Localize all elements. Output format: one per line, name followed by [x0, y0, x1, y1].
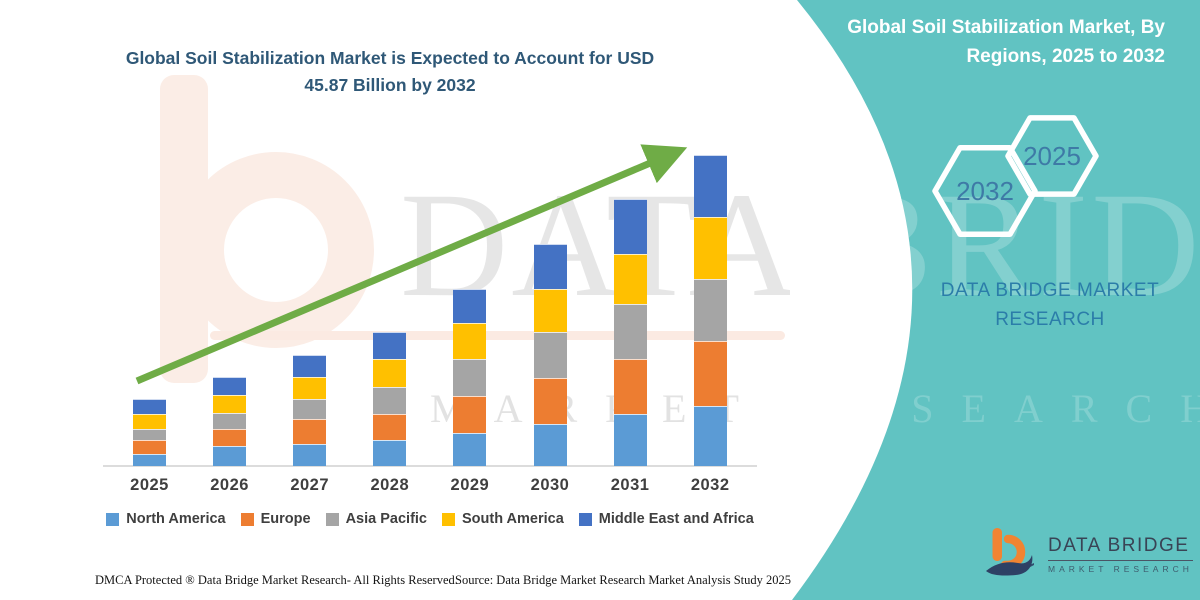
x-axis-label: 2028 — [370, 476, 410, 494]
stacked-bar-2031 — [613, 199, 647, 466]
x-axis-label: 2025 — [130, 476, 169, 494]
logo-tagline: MARKET RESEARCH — [1048, 563, 1193, 574]
stacked-bar-2032 — [693, 155, 727, 466]
bar-segment — [533, 289, 567, 332]
hexagon-2025 — [1005, 115, 1099, 197]
x-axis-line — [103, 465, 757, 467]
side-panel-title-line1: Global Soil Stabilization Market, By — [847, 17, 1165, 38]
hexagon-2025-label: 2025 — [1023, 141, 1081, 171]
legend-item: Middle East and Africa — [578, 511, 754, 527]
watermark-b-logo-stem — [160, 75, 208, 383]
x-axis-label: 2026 — [210, 476, 249, 494]
bar-segment — [373, 358, 407, 387]
legend-label: Europe — [260, 511, 311, 527]
bar-segment — [133, 413, 166, 429]
side-panel-title: Global Soil Stabilization Market, By Reg… — [835, 14, 1165, 71]
bar-segment — [613, 359, 647, 415]
bar-segment — [453, 396, 487, 433]
bar-segment — [453, 432, 487, 466]
bar-segment — [373, 386, 407, 414]
panel-curve-shape — [740, 0, 913, 600]
chart-title-line2: 45.87 Billion by 2032 — [304, 75, 476, 96]
bar-segment — [293, 398, 327, 419]
legend-swatch — [240, 512, 254, 526]
bar-segment — [453, 322, 487, 360]
bar-segment — [693, 155, 727, 217]
databridge-logo-mark — [986, 528, 1034, 576]
stacked-bar-2025 — [133, 398, 166, 466]
chart-legend: North America Europe Asia Pacific South Ame… — [95, 511, 765, 527]
footer-dmca-text: DMCA Protected ® Data Bridge Market Rese… — [95, 573, 458, 587]
bar-segment — [613, 199, 647, 255]
bar-segment — [373, 440, 407, 466]
watermark-b-logo-bowl — [178, 152, 374, 348]
legend-swatch — [106, 512, 120, 526]
bar-segment — [133, 440, 166, 454]
bar-segment — [213, 446, 247, 466]
bar-segment — [293, 377, 327, 399]
footer-source-text: Source: Data Bridge Market Research Mark… — [455, 573, 792, 587]
bar-segment — [133, 428, 166, 441]
bar-segment — [213, 428, 247, 446]
bar-segment — [373, 413, 407, 441]
x-axis-label: 2029 — [450, 476, 490, 494]
bar-segment — [133, 453, 166, 466]
x-axis-label: 2032 — [690, 476, 730, 494]
legend-item: Europe — [240, 511, 311, 527]
legend-label: Middle East and Africa — [598, 511, 754, 527]
bar-segment — [693, 406, 727, 466]
bar-segment — [533, 424, 567, 466]
legend-item: South America — [442, 511, 564, 527]
side-panel-title-line2: Regions, 2025 to 2032 — [966, 45, 1165, 67]
year-hexagons: 2032 2025 — [932, 115, 1099, 238]
bar-segment — [613, 304, 647, 360]
databridge-logo-text: DATA BRIDGE MARKET RESEARCH — [1048, 535, 1193, 574]
stacked-bar-2027 — [293, 355, 327, 466]
legend-label: South America — [462, 511, 564, 527]
stacked-bar-2029 — [453, 289, 487, 466]
bar-segment — [693, 340, 727, 406]
bar-segment — [293, 418, 327, 444]
stacked-bar-2028 — [373, 331, 407, 466]
bar-segment — [293, 443, 327, 466]
bar-segment — [533, 243, 567, 290]
bar-segment — [613, 254, 647, 305]
bar-segment — [213, 395, 247, 413]
bar-segment — [373, 331, 407, 359]
bar-segment — [533, 331, 567, 378]
x-axis-label: 2027 — [290, 476, 330, 494]
legend-item: Asia Pacific — [325, 511, 427, 527]
bar-segment — [613, 414, 647, 466]
bar-segment — [213, 412, 247, 429]
stacked-bar-2026 — [213, 377, 247, 466]
bar-segment — [453, 289, 487, 323]
bar-segment — [533, 377, 567, 425]
legend-swatch — [325, 512, 339, 526]
legend-item: North America — [106, 511, 226, 527]
brand-text-block: DATA BRIDGE MARKET RESEARCH — [940, 280, 1160, 330]
legend-label: Asia Pacific — [345, 511, 427, 527]
x-axis-label: 2030 — [530, 476, 570, 494]
chart-title-line1: Global Soil Stabilization Market is Expe… — [125, 48, 655, 68]
bar-segment — [453, 359, 487, 397]
stacked-bar-2030 — [533, 243, 567, 466]
logo-name: DATA BRIDGE — [1048, 535, 1193, 561]
hexagon-2032-label: 2032 — [956, 176, 1014, 206]
bar-segment — [693, 279, 727, 341]
legend-swatch — [578, 512, 592, 526]
bar-segment — [133, 398, 166, 414]
chart-title: Global Soil Stabilization Market is Expe… — [70, 45, 710, 99]
bar-segment — [213, 377, 247, 396]
legend-swatch — [442, 512, 455, 526]
databridge-logo: DATA BRIDGE MARKET RESEARCH — [982, 525, 1193, 583]
bar-segment — [293, 355, 327, 377]
legend-label: North America — [126, 511, 226, 527]
bar-segment — [693, 217, 727, 280]
x-axis-label: 2031 — [610, 476, 650, 494]
